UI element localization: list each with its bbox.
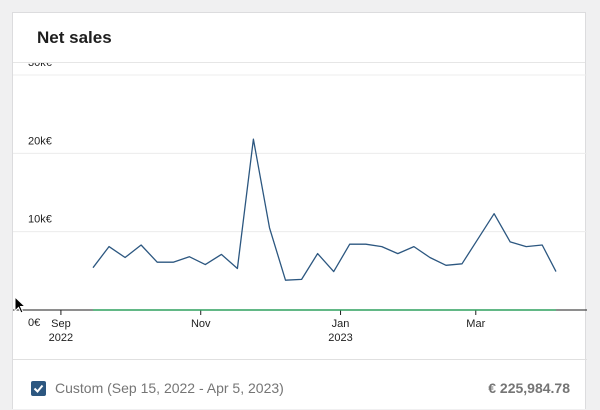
x-tick-label: Nov	[191, 318, 211, 330]
chart-svg: 0€ 10k€ 20k€ 30k€ Sep 2022 Nov Jan 2023 Mar	[13, 57, 587, 344]
card-title: Net sales	[37, 27, 112, 47]
legend-total: € 225,984.78	[488, 380, 570, 396]
net-sales-card: Net sales 0€ 10k€ 20k€ 30k€ Sep 2022 Nov Jan 202…	[12, 12, 587, 410]
y-tick-label: 20k€	[28, 135, 52, 147]
legend-checkbox[interactable]	[31, 381, 46, 396]
card-header: Net sales	[13, 13, 585, 63]
mouse-pointer-icon	[14, 295, 27, 319]
x-tick-year-label: 2023	[328, 332, 352, 344]
y-tick-label: 30k€	[28, 63, 52, 69]
net-sales-line	[92, 138, 557, 281]
y-tick-label: 0€	[28, 317, 40, 329]
chart-legend: Custom (Sep 15, 2022 - Apr 5, 2023) € 22…	[13, 359, 587, 410]
x-tick-label: Sep	[51, 318, 71, 330]
x-tick-label: Mar	[466, 318, 485, 330]
checkmark-icon	[33, 384, 44, 393]
x-tick-year-label: 2022	[49, 332, 73, 344]
net-sales-chart: 0€ 10k€ 20k€ 30k€ Sep 2022 Nov Jan 2023 Mar	[13, 57, 587, 360]
x-tick-label: Jan	[332, 318, 350, 330]
legend-label[interactable]: Custom (Sep 15, 2022 - Apr 5, 2023)	[55, 380, 284, 396]
y-tick-label: 10k€	[28, 214, 52, 226]
